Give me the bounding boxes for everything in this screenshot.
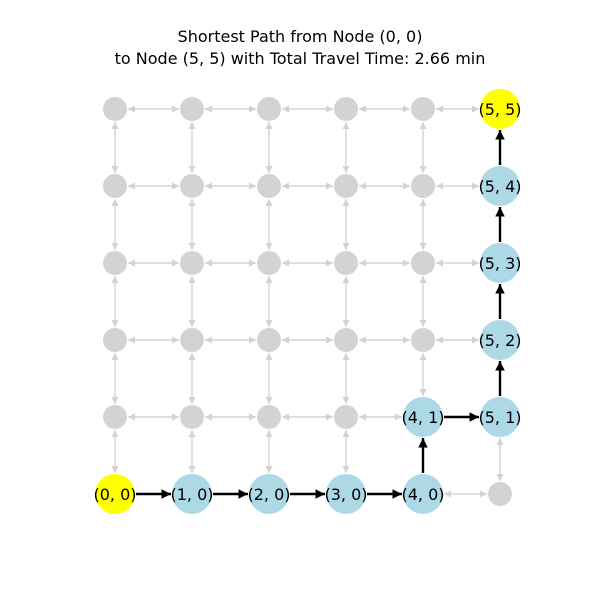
edges-layer: [111, 105, 505, 499]
node-2-4: [257, 174, 281, 198]
node-2-3: [257, 251, 281, 275]
figure-title: Shortest Path from Node (0, 0) to Node (…: [0, 26, 600, 70]
node-2-0: [249, 474, 289, 514]
node-2-1: [257, 405, 281, 429]
node-label-5-3: (5, 3): [478, 254, 521, 273]
node-2-2: [257, 328, 281, 352]
node-0-0: [95, 474, 135, 514]
node-label-5-4: (5, 4): [478, 177, 521, 196]
node-label-5-1: (5, 1): [478, 408, 521, 427]
node-3-0: [326, 474, 366, 514]
node-0-3: [103, 251, 127, 275]
node-5-3: [480, 243, 520, 283]
node-label-5-5: (5, 5): [478, 100, 521, 119]
node-5-1: [480, 397, 520, 437]
node-label-3-0: (3, 0): [324, 485, 367, 504]
node-0-4: [103, 174, 127, 198]
node-3-4: [334, 174, 358, 198]
node-4-3: [411, 251, 435, 275]
node-5-5: [480, 89, 520, 129]
node-1-2: [180, 328, 204, 352]
node-4-1: [403, 397, 443, 437]
node-label-0-0: (0, 0): [93, 485, 136, 504]
node-4-5: [411, 97, 435, 121]
title-line-2: to Node (5, 5) with Total Travel Time: 2…: [114, 49, 486, 68]
node-1-0: [172, 474, 212, 514]
node-0-5: [103, 97, 127, 121]
node-1-3: [180, 251, 204, 275]
node-0-1: [103, 405, 127, 429]
node-1-4: [180, 174, 204, 198]
node-label-1-0: (1, 0): [170, 485, 213, 504]
node-3-5: [334, 97, 358, 121]
node-2-5: [257, 97, 281, 121]
node-label-4-0: (4, 0): [401, 485, 444, 504]
node-3-1: [334, 405, 358, 429]
node-label-4-1: (4, 1): [401, 408, 444, 427]
node-4-4: [411, 174, 435, 198]
title-line-1: Shortest Path from Node (0, 0): [177, 27, 423, 46]
node-4-0: [403, 474, 443, 514]
node-3-3: [334, 251, 358, 275]
node-4-2: [411, 328, 435, 352]
node-5-4: [480, 166, 520, 206]
labels-layer: (0, 0) (1, 0) (2, 0) (3, 0) (4, 0) (4, 1) (5, …: [93, 100, 521, 504]
node-5-2: [480, 320, 520, 360]
node-5-0: [488, 482, 512, 506]
node-1-5: [180, 97, 204, 121]
node-label-2-0: (2, 0): [247, 485, 290, 504]
node-label-5-2: (5, 2): [478, 331, 521, 350]
node-3-2: [334, 328, 358, 352]
node-0-2: [103, 328, 127, 352]
nodes-layer: [95, 89, 520, 514]
node-1-1: [180, 405, 204, 429]
